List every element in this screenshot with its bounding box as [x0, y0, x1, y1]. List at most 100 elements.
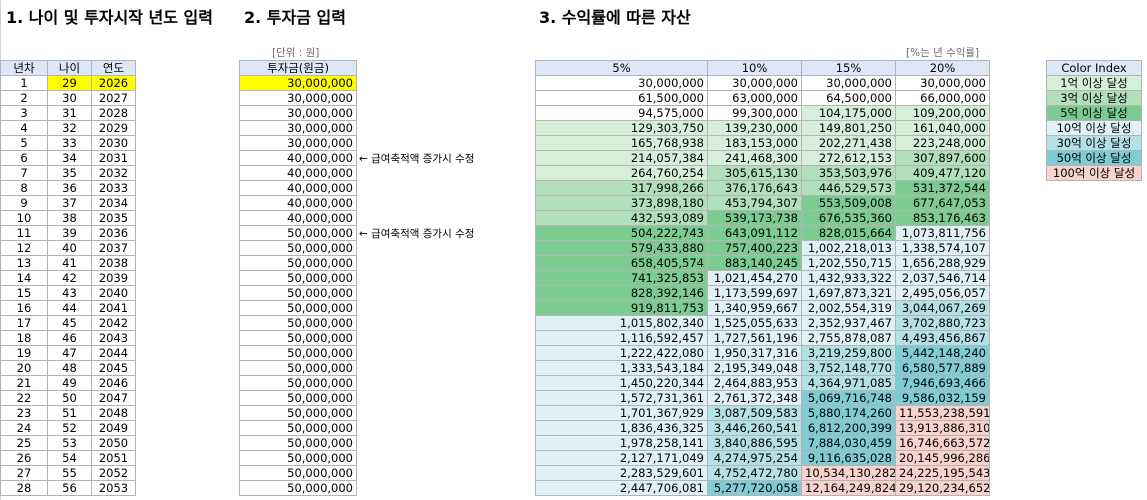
- asset-cell: 94,575,000: [535, 105, 708, 121]
- investment-cell[interactable]: 50,000,000: [239, 465, 357, 481]
- table-row: 1,836,436,325 3,446,260,541 6,812,200,399 1…: [535, 420, 990, 436]
- color-index-header: Color Index: [1046, 60, 1142, 76]
- asset-cell: 4,493,456,867: [895, 330, 990, 346]
- investment-cell[interactable]: 50,000,000: [239, 225, 357, 241]
- investment-cell[interactable]: 50,000,000: [239, 360, 357, 376]
- table-cell: 2: [0, 90, 48, 106]
- investment-cell[interactable]: 30,000,000: [239, 90, 357, 106]
- asset-cell: 1,978,258,141: [535, 435, 708, 451]
- asset-cell: 104,175,000: [801, 105, 896, 121]
- table-cell: 30: [47, 90, 92, 106]
- table-cell: 43: [47, 285, 92, 301]
- asset-cell: 1,015,802,340: [535, 315, 708, 331]
- table-row: 129,303,750 139,230,000 149,801,250 161,040…: [535, 120, 990, 136]
- table-cell[interactable]: 2026: [91, 75, 136, 91]
- table-cell: 2045: [91, 360, 136, 376]
- table-cell: 2049: [91, 420, 136, 436]
- asset-cell: 1,116,592,457: [535, 330, 708, 346]
- investment-cell[interactable]: 30,000,000: [239, 135, 357, 151]
- asset-cell: 5,880,174,260: [801, 405, 896, 421]
- asset-cell: 66,000,000: [895, 90, 990, 106]
- table-cell: 21: [0, 375, 48, 391]
- table-row: 30,000,000: [239, 120, 357, 136]
- asset-cell: 241,468,300: [707, 150, 802, 166]
- table-cell: 52: [47, 420, 92, 436]
- investment-cell[interactable]: 50,000,000: [239, 270, 357, 286]
- asset-cell: 24,225,195,543: [895, 465, 990, 481]
- investment-cell[interactable]: 30,000,000: [239, 105, 357, 121]
- asset-cell: 63,000,000: [707, 90, 802, 106]
- table-row: 741,325,853 1,021,454,270 1,432,933,322 2,0…: [535, 270, 990, 286]
- investment-cell[interactable]: 40,000,000: [239, 165, 357, 181]
- table-row: 658,405,574 883,140,245 1,202,550,715 1,656…: [535, 255, 990, 271]
- asset-cell: 165,768,938: [535, 135, 708, 151]
- table-cell: 40: [47, 240, 92, 256]
- asset-cell: 1,021,454,270: [707, 270, 802, 286]
- table-cell: 50: [47, 390, 92, 406]
- asset-cell: 2,447,706,081: [535, 480, 708, 496]
- asset-cell: 376,176,643: [707, 180, 802, 196]
- investment-cell[interactable]: 50,000,000: [239, 315, 357, 331]
- section-title-investment: 2. 투자금 입력: [244, 8, 346, 27]
- asset-cell: 29,120,234,652: [895, 480, 990, 496]
- table-row: 19 47 2044: [0, 345, 136, 361]
- investment-cell[interactable]: 30,000,000: [239, 120, 357, 136]
- table-row: 30,000,000: [239, 105, 357, 121]
- investment-cell[interactable]: 50,000,000: [239, 480, 357, 496]
- asset-cell: 6,580,577,889: [895, 360, 990, 376]
- investment-cell[interactable]: 40,000,000: [239, 210, 357, 226]
- table-cell: 4: [0, 120, 48, 136]
- investment-cell[interactable]: 50,000,000: [239, 300, 357, 316]
- investment-cell[interactable]: 50,000,000: [239, 435, 357, 451]
- investment-cell[interactable]: 50,000,000: [239, 390, 357, 406]
- table-row: 579,433,880 757,400,223 1,002,218,013 1,338…: [535, 240, 990, 256]
- table-row: 50,000,000: [239, 225, 357, 241]
- table-row: 1,222,422,080 1,950,317,316 3,219,259,800 5…: [535, 345, 990, 361]
- asset-cell: 1,222,422,080: [535, 345, 708, 361]
- table-cell: 49: [47, 375, 92, 391]
- table-row: 214,057,384 241,468,300 272,612,153 307,897…: [535, 150, 990, 166]
- table-row: 61,500,000 63,000,000 64,500,000 66,000,000: [535, 90, 990, 106]
- table-row: 21 49 2046: [0, 375, 136, 391]
- table-cell: 2041: [91, 300, 136, 316]
- investment-cell[interactable]: 40,000,000: [239, 195, 357, 211]
- asset-cell: 1,727,561,196: [707, 330, 802, 346]
- investment-cell[interactable]: 50,000,000: [239, 255, 357, 271]
- investment-cell[interactable]: 50,000,000: [239, 345, 357, 361]
- investment-cell[interactable]: 50,000,000: [239, 405, 357, 421]
- table-row: 11 39 2036: [0, 225, 136, 241]
- table-cell: 18: [0, 330, 48, 346]
- investment-cell[interactable]: 50,000,000: [239, 330, 357, 346]
- table-row: 2,127,171,049 4,274,975,254 9,116,635,028 2…: [535, 450, 990, 466]
- table-cell: 20: [0, 360, 48, 376]
- investment-cell[interactable]: 50,000,000: [239, 240, 357, 256]
- table-cell: 2042: [91, 315, 136, 331]
- table-cell: 2043: [91, 330, 136, 346]
- table-cell: 2029: [91, 120, 136, 136]
- table-cell: 2052: [91, 465, 136, 481]
- unit-note: [단위 : 원]: [272, 47, 320, 59]
- table-row: 9 37 2034: [0, 195, 136, 211]
- asset-cell: 2,195,349,048: [707, 360, 802, 376]
- table-cell: 28: [0, 480, 48, 496]
- investment-cell[interactable]: 50,000,000: [239, 285, 357, 301]
- investment-cell[interactable]: 40,000,000: [239, 150, 357, 166]
- asset-cell: 6,812,200,399: [801, 420, 896, 436]
- table-cell: 2038: [91, 255, 136, 271]
- investment-cell[interactable]: 50,000,000: [239, 375, 357, 391]
- table-cell: 55: [47, 465, 92, 481]
- table-cell[interactable]: 29: [47, 75, 92, 91]
- section-title-assets: 3. 수익률에 따른 자산: [539, 8, 691, 27]
- asset-cell: 504,222,743: [535, 225, 708, 241]
- asset-cell: 13,913,886,310: [895, 420, 990, 436]
- rate-header: 5%: [535, 60, 708, 76]
- investment-cell[interactable]: 40,000,000: [239, 180, 357, 196]
- asset-cell: 214,057,384: [535, 150, 708, 166]
- investment-cell[interactable]: 50,000,000: [239, 420, 357, 436]
- table-row: 24 52 2049: [0, 420, 136, 436]
- table-row: 165,768,938 183,153,000 202,271,438 223,248…: [535, 135, 990, 151]
- asset-cell: 139,230,000: [707, 120, 802, 136]
- investment-cell[interactable]: 50,000,000: [239, 450, 357, 466]
- investment-cell[interactable]: 30,000,000: [239, 75, 357, 91]
- table-row: 40,000,000: [239, 195, 357, 211]
